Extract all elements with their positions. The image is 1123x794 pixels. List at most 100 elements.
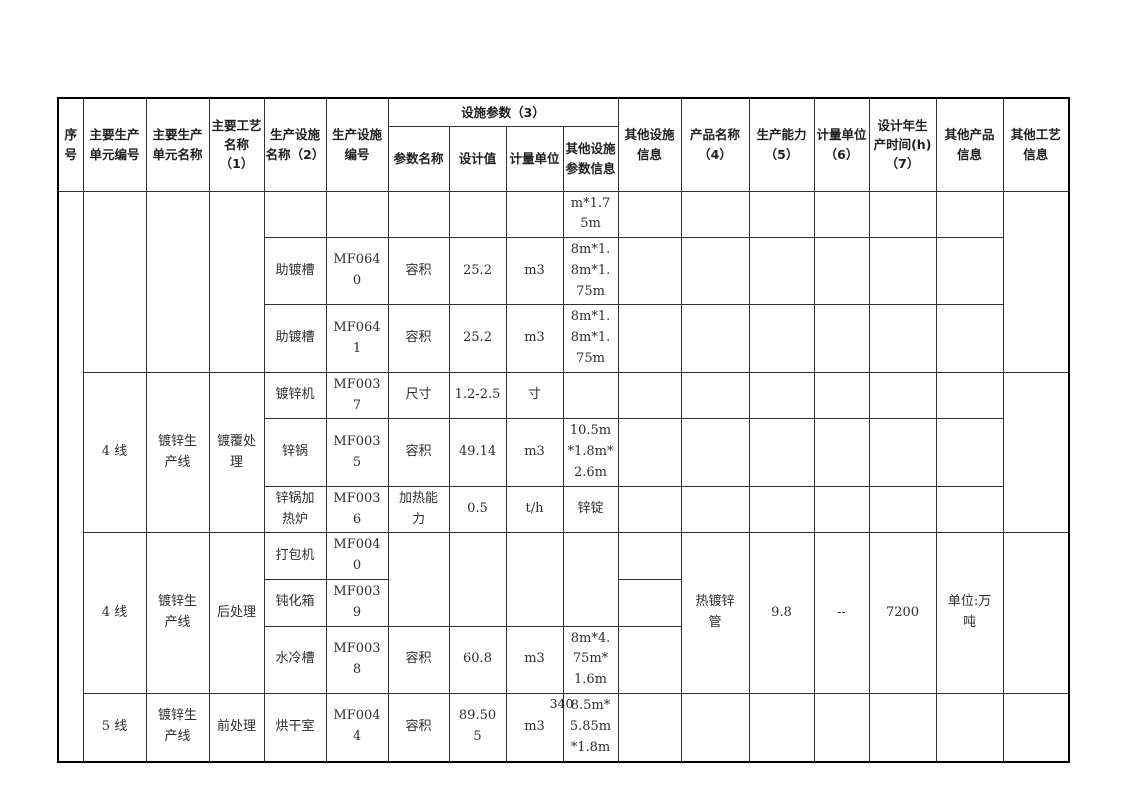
r9-unit: m3	[505, 625, 564, 695]
r8-facility-info-empty	[617, 579, 682, 627]
sec3-unit-code: 4 线	[82, 532, 147, 695]
r10-unit-name: 镀锌生产线	[145, 693, 210, 763]
r1-code-empty	[325, 190, 389, 239]
sec2-unit-code: 4 线	[82, 371, 147, 534]
r3-param: 容积	[387, 304, 450, 373]
table-row: m*1.75m	[57, 190, 1070, 763]
r3-product-empty	[680, 304, 750, 373]
r6-product-empty	[680, 485, 750, 534]
hdr-annual-hours: 设计年生 产时间(h) （7）	[868, 97, 937, 192]
r5-facility: 锌锅	[263, 418, 327, 487]
r3-param-info: 8m*1.8m*1.75m	[562, 304, 619, 373]
r6-unit: t/h	[505, 485, 564, 534]
r10-value: 89.505	[448, 693, 507, 763]
r3-facility: 助镀槽	[263, 304, 327, 373]
r5-capacity-empty	[748, 418, 815, 487]
sec3-process-info-empty	[1002, 532, 1070, 695]
r1-hours-empty	[868, 190, 937, 239]
r3-code: MF0641	[325, 304, 389, 373]
r10-capacity-unit-empty	[813, 693, 870, 763]
table-row: 钝化箱 MF0039	[58, 579, 1069, 627]
r6-capacity-empty	[748, 485, 815, 534]
table-row: 水冷槽 MF0038 容积 60.8 m3 8m*4.75m*1.6m	[58, 625, 1069, 695]
r2-capacity-unit-empty	[813, 237, 870, 306]
r4-product-info-empty	[935, 371, 1004, 420]
table-row: 助镀槽 MF0641 容积 25.2 m3 8m*1.8m*1.75m	[58, 304, 1069, 373]
sec1-unit-name-empty	[145, 190, 210, 373]
sec2-process: 镀覆处理	[208, 371, 265, 534]
hdr-other-process-info: 其他工艺 信息	[1002, 97, 1070, 192]
r5-param-info: 10.5m*1.8m*2.6m	[562, 418, 619, 487]
r6-facility-info-empty	[617, 485, 682, 534]
r1-unit-empty	[505, 190, 564, 239]
sec1-process-empty	[208, 190, 265, 373]
r5-product-info-empty	[935, 418, 1004, 487]
r2-capacity-empty	[748, 237, 815, 306]
r2-facility-info-empty	[617, 237, 682, 306]
r4-param: 尺寸	[387, 371, 450, 420]
r7-param-info-empty	[562, 532, 619, 627]
r4-capacity-empty	[748, 371, 815, 420]
r3-unit: m3	[505, 304, 564, 373]
r7-code: MF0040	[325, 532, 389, 581]
hdr-serial: 序 号	[57, 97, 84, 192]
r4-facility-info-empty	[617, 371, 682, 420]
sec3-capacity: 9.8	[748, 532, 815, 695]
r8-code: MF0039	[325, 579, 389, 627]
hdr-capacity-unit: 计量单位 （6）	[813, 97, 870, 192]
hdr-design-value: 设计值	[448, 125, 507, 192]
r1-facility-info-empty	[617, 190, 682, 239]
r5-unit: m3	[505, 418, 564, 487]
r5-param: 容积	[387, 418, 450, 487]
r6-facility: 锌锅加热炉	[263, 485, 327, 534]
r2-param-info: 8m*1.8m*1.75m	[562, 237, 619, 306]
r7-value-empty	[448, 532, 507, 627]
sec1-unit-code-empty	[82, 190, 147, 373]
r10-unit-code: 5 线	[82, 693, 147, 763]
sec3-process: 后处理	[208, 532, 265, 695]
table-row: 助镀槽 MF0640 容积 25.2 m3 8m*1.8m*1.75m	[58, 237, 1069, 306]
r1-capacity-empty	[748, 190, 815, 239]
r10-process: 前处理	[208, 693, 265, 763]
r9-facility: 水冷槽	[263, 625, 327, 695]
r6-capacity-unit-empty	[813, 485, 870, 534]
r3-hours-empty	[868, 304, 937, 373]
hdr-unit-code: 主要生产 单元编号	[82, 97, 147, 192]
sec3-capacity-unit: --	[813, 532, 870, 695]
r7-param-empty	[387, 532, 450, 627]
r6-hours-empty	[868, 485, 937, 534]
r2-unit: m3	[505, 237, 564, 306]
hdr-unit-name: 主要生产 单元名称	[145, 97, 210, 192]
r2-product-info-empty	[935, 237, 1004, 306]
r10-capacity-empty	[748, 693, 815, 763]
r2-facility: 助镀槽	[263, 237, 327, 306]
r9-facility-info-empty	[617, 625, 682, 695]
r5-facility-info-empty	[617, 418, 682, 487]
r4-product-empty	[680, 371, 750, 420]
r1-product-info-empty	[935, 190, 1004, 239]
r7-facility: 打包机	[263, 532, 327, 581]
hdr-param-name: 参数名称	[387, 125, 450, 192]
r3-product-info-empty	[935, 304, 1004, 373]
hdr-other-product-info: 其他产品 信息	[935, 97, 1004, 192]
hdr-process-name: 主要工艺 名称（1）	[208, 97, 265, 192]
r4-code: MF0037	[325, 371, 389, 420]
r6-code: MF0036	[325, 485, 389, 534]
facility-parameters-table: 序 号 主要生产 单元编号 主要生产 单元名称 主要工艺 名称（1） 生产设施 …	[57, 97, 1071, 763]
sec3-product: 热镀锌管	[680, 532, 750, 695]
r7-facility-info-empty	[617, 532, 682, 581]
r10-param-info: 8.5m*5.85m*1.8m	[562, 693, 619, 763]
r2-param: 容积	[387, 237, 450, 306]
r9-param: 容积	[387, 625, 450, 695]
hdr-capacity: 生产能力 （5）	[748, 97, 815, 192]
r1-param-empty	[387, 190, 450, 239]
sec3-product-info: 单位:万吨	[935, 532, 1004, 695]
r4-facility: 镀锌机	[263, 371, 327, 420]
hdr-measure-unit: 计量单位	[505, 125, 564, 192]
r10-product-info-empty	[935, 693, 1004, 763]
table-row: 4 线 镀锌生产线 后处理 打包机 MF0040 热镀锌管 9.8 -- 720…	[58, 532, 1070, 695]
page-number: 340	[549, 696, 574, 711]
sec3-hours: 7200	[868, 532, 937, 695]
r5-value: 49.14	[448, 418, 507, 487]
